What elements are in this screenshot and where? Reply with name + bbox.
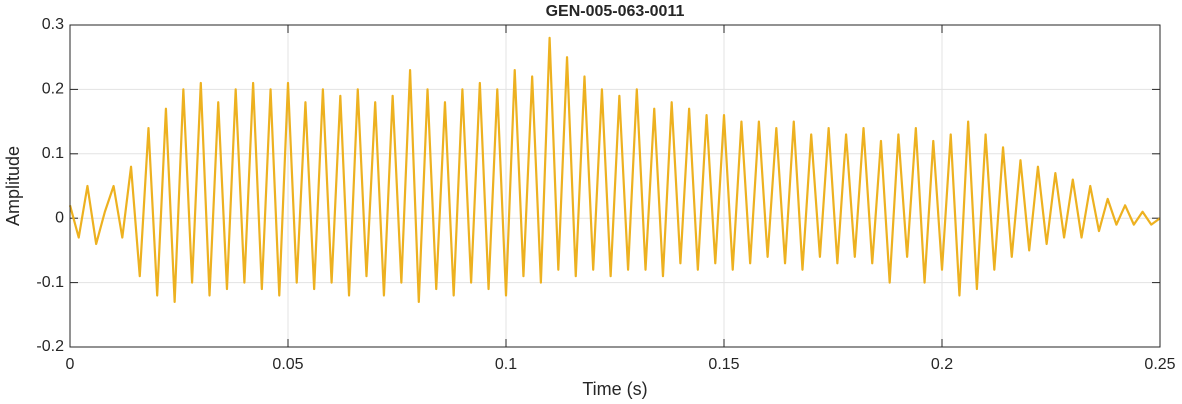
x-tick-label: 0.05 <box>272 356 303 373</box>
x-tick-label: 0 <box>66 356 75 373</box>
y-tick-label: 0.3 <box>42 16 64 33</box>
y-tick-label: 0 <box>55 209 64 226</box>
y-tick-label: 0.1 <box>42 145 64 162</box>
x-tick-label: 0.1 <box>495 356 517 373</box>
chart-title: GEN-005-063-0011 <box>546 3 685 20</box>
x-tick-label: 0.15 <box>708 356 739 373</box>
waveform-line <box>68 36 1161 304</box>
x-axis-label: Time (s) <box>582 379 647 399</box>
plot-frame <box>69 24 1161 348</box>
y-tick-label: -0.1 <box>36 274 64 291</box>
x-tick-label: 0.2 <box>931 356 953 373</box>
y-tick-label: -0.2 <box>36 338 64 355</box>
y-tick-label: 0.2 <box>42 81 64 98</box>
x-tick-label: 0.25 <box>1144 356 1175 373</box>
y-axis-label: Amplitude <box>3 146 23 226</box>
